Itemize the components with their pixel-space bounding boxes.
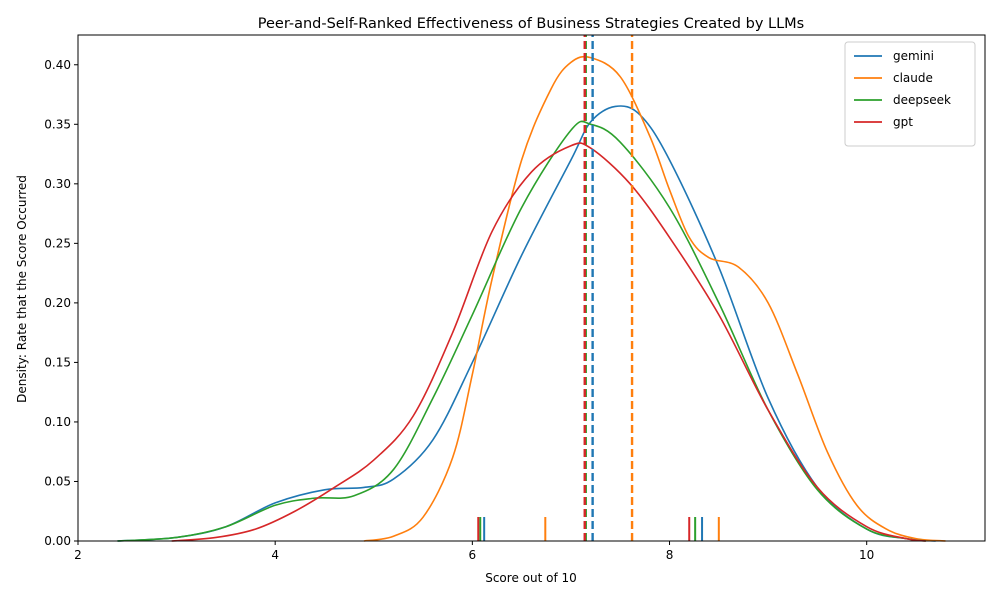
x-axis-label: Score out of 10: [485, 571, 577, 585]
y-tick-label: 0.10: [44, 415, 71, 429]
y-tick-label: 0.35: [44, 117, 71, 131]
y-axis-label: Density: Rate that the Score Occurred: [15, 175, 29, 403]
legend-label-gemini: gemini: [893, 49, 934, 63]
plot-frame: [77, 34, 986, 542]
y-tick-label: 0.30: [44, 177, 71, 191]
y-tick-label: 0.25: [44, 236, 71, 250]
x-tick-label: 10: [859, 548, 874, 562]
y-tick-label: 0.15: [44, 355, 71, 369]
y-tick-label: 0.05: [44, 474, 71, 488]
series-line-gpt: [171, 142, 926, 542]
x-tick-label: 4: [271, 548, 279, 562]
series-line-deepseek: [117, 120, 926, 542]
x-tick-label: 8: [666, 548, 674, 562]
series-line-gemini: [117, 105, 936, 542]
chart-title: Peer-and-Self-Ranked Effectiveness of Bu…: [258, 16, 804, 32]
x-tick-label: 2: [74, 548, 82, 562]
y-tick-label: 0.00: [44, 534, 71, 548]
x-tick-label: 6: [469, 548, 477, 562]
plot-area: [77, 34, 986, 542]
legend-label-gpt: gpt: [893, 115, 913, 129]
y-tick-label: 0.20: [44, 296, 71, 310]
legend-label-deepseek: deepseek: [893, 93, 951, 107]
y-tick-label: 0.40: [44, 58, 71, 72]
legend-label-claude: claude: [893, 71, 933, 85]
series-line-claude: [363, 55, 946, 542]
x-axis: 2 4 6 8 10: [74, 541, 874, 562]
legend: gemini claude deepseek gpt: [844, 41, 976, 147]
y-axis: 0.00 0.05 0.10 0.15 0.20 0.25 0.30 0.35 0.40: [44, 58, 78, 548]
legend-box: [844, 41, 976, 147]
